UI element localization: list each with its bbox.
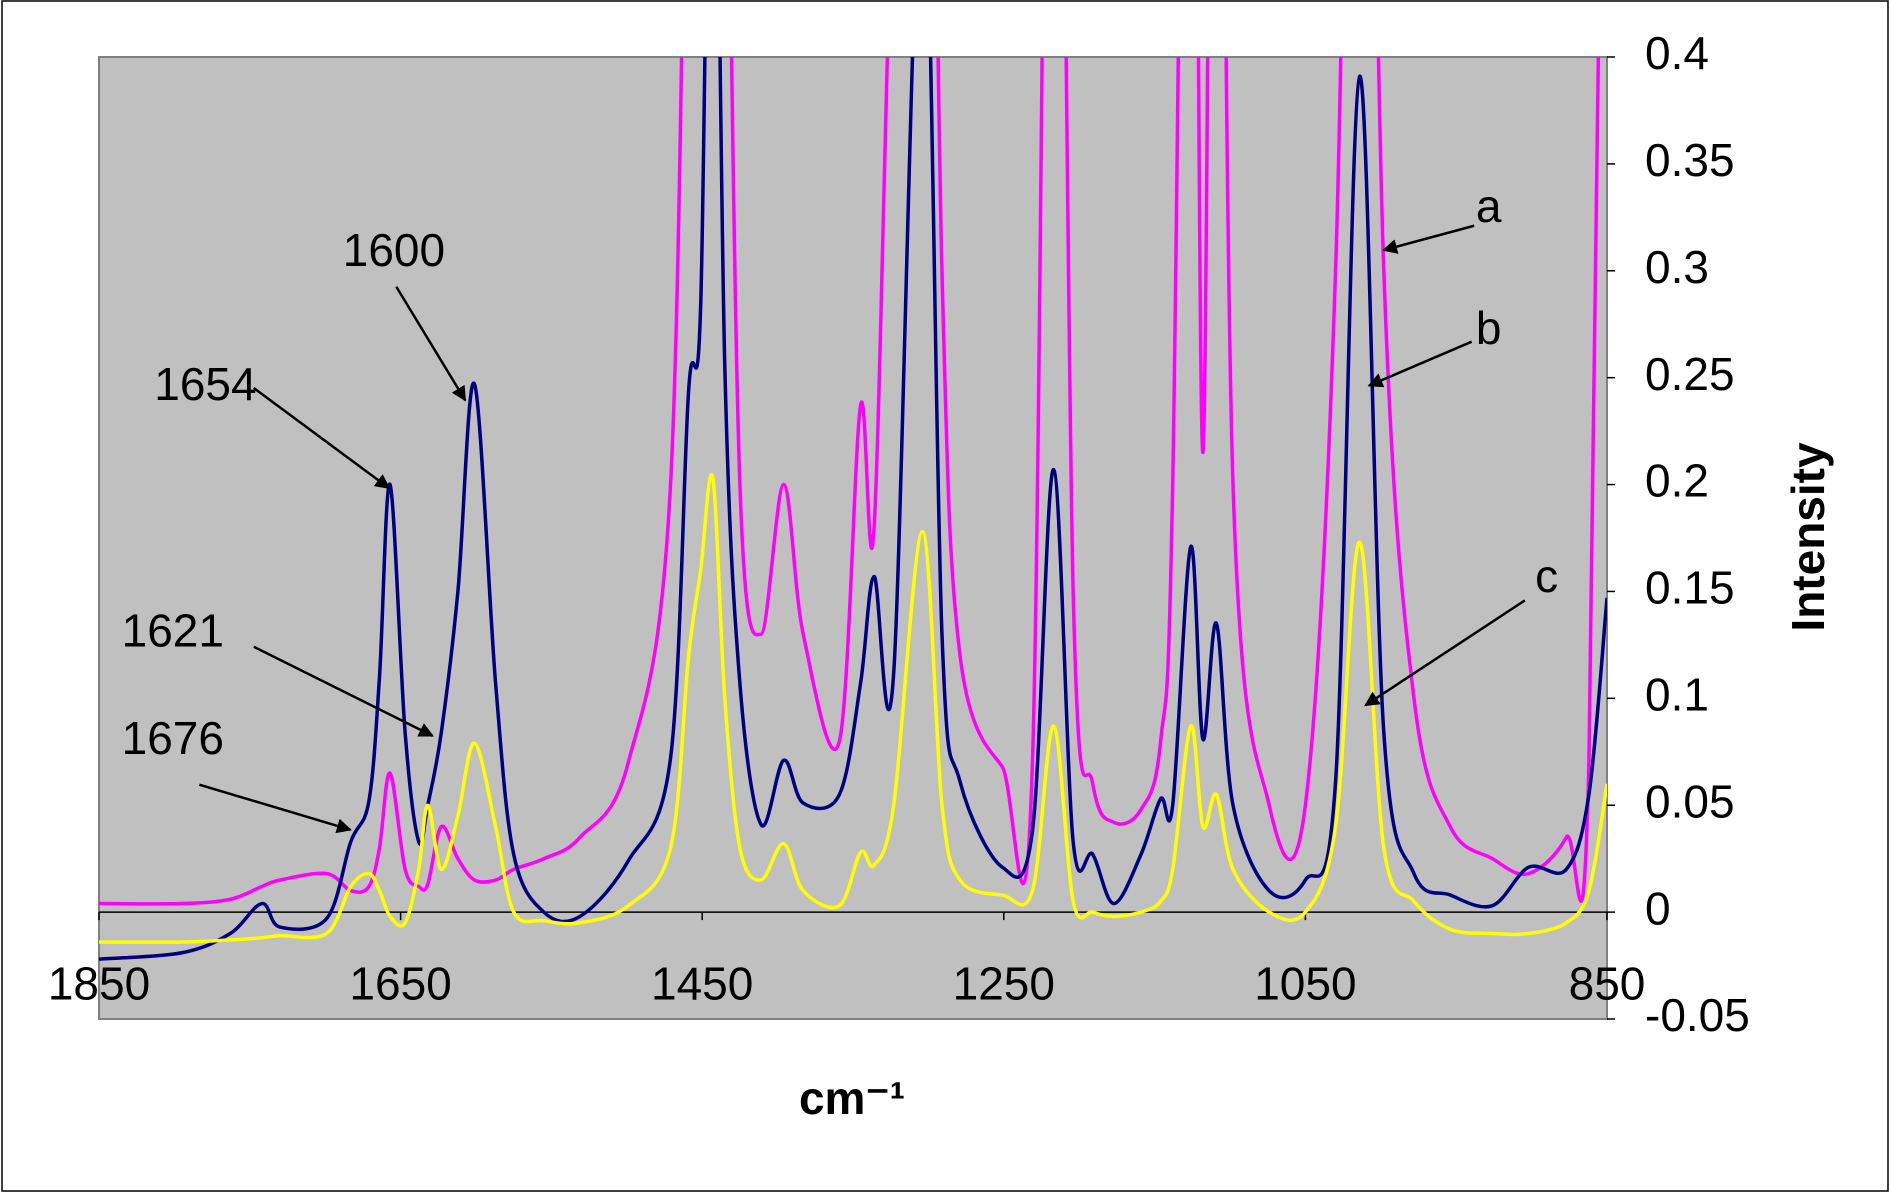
y-tick-label: 0.1 xyxy=(1645,668,1709,720)
y-axis-label: Intensity xyxy=(1782,442,1834,632)
x-tick-label: 1850 xyxy=(48,957,150,1009)
series-line xyxy=(99,57,1607,961)
y-tick-label: 0.25 xyxy=(1645,348,1735,400)
annotation-arrow xyxy=(1382,224,1475,254)
series-label: b xyxy=(1476,302,1502,354)
x-tick-label: 850 xyxy=(1569,957,1646,1009)
annotation-arrow xyxy=(395,286,467,402)
annotation-arrow xyxy=(199,783,352,834)
y-tick-label: 0.05 xyxy=(1645,775,1735,827)
peak-label: 1600 xyxy=(343,224,445,276)
y-tick-label: 0.3 xyxy=(1645,241,1709,293)
series-label: c xyxy=(1535,550,1558,602)
y-tick-label: 0.15 xyxy=(1645,562,1735,614)
series-line xyxy=(99,473,1607,944)
y-tick-label: 0.35 xyxy=(1645,134,1735,186)
x-tick-label: 1650 xyxy=(349,957,451,1009)
y-tick-label: 0.2 xyxy=(1645,455,1709,507)
x-axis-label: cm⁻¹ xyxy=(799,1072,905,1124)
series-line xyxy=(99,57,1601,906)
annotation-arrow xyxy=(253,645,434,737)
x-tick-label: 1250 xyxy=(953,957,1055,1009)
annotation-arrow xyxy=(1367,340,1473,388)
x-tick-label: 1450 xyxy=(651,957,753,1009)
series-label: a xyxy=(1476,180,1502,232)
peak-label: 1621 xyxy=(122,605,224,657)
peak-label: 1654 xyxy=(154,358,256,410)
peak-label: 1676 xyxy=(122,712,224,764)
plot-lines xyxy=(99,57,1607,961)
x-tick-label: 1050 xyxy=(1254,957,1356,1009)
annotation-arrow xyxy=(253,387,391,490)
y-tick-label: 0.4 xyxy=(1645,27,1709,79)
annotation-arrow xyxy=(1364,599,1526,707)
y-tick-label: -0.05 xyxy=(1645,989,1750,1041)
y-tick-label: 0 xyxy=(1645,882,1671,934)
